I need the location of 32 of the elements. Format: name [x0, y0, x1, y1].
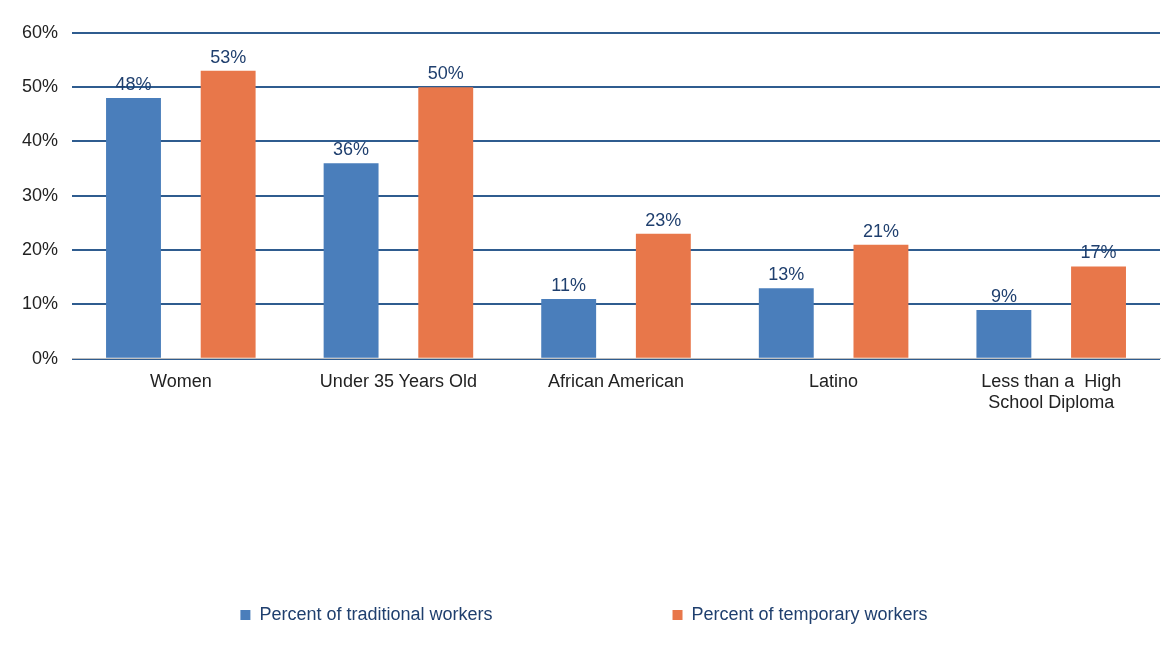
data-label: 21% [862, 220, 899, 241]
bar [200, 70, 256, 358]
data-label: 53% [210, 46, 247, 67]
y-tick-label: 0% [32, 347, 59, 368]
x-tick-label: Latino [809, 370, 859, 391]
y-tick-label: 20% [22, 239, 59, 260]
y-tick-label: 40% [22, 130, 59, 151]
bar [1071, 266, 1126, 358]
bar [106, 98, 161, 358]
x-tick-label: Less than a High School Diploma [981, 370, 1122, 413]
bar [635, 233, 691, 358]
bar [418, 87, 474, 358]
bar [323, 163, 379, 358]
bar [758, 288, 814, 358]
x-tick-label: Women [149, 370, 212, 391]
data-label: 50% [427, 63, 464, 84]
legend-label: Percent of traditional workers [259, 603, 493, 624]
data-label: 9% [990, 285, 1017, 306]
data-label: 23% [645, 209, 682, 230]
bar [541, 299, 597, 358]
x-tick-label: African American [547, 370, 685, 391]
data-label: 36% [333, 139, 370, 160]
data-label: 11% [551, 275, 587, 295]
y-tick-label: 60% [22, 21, 59, 42]
bar [976, 309, 1032, 358]
y-tick-label: 30% [22, 184, 59, 205]
y-tick-label: 50% [22, 76, 59, 97]
y-tick-label: 10% [22, 293, 59, 314]
legend-label: Percent of temporary workers [691, 603, 928, 624]
data-label: 13% [768, 264, 805, 285]
bar [853, 244, 909, 358]
x-tick-label: Under 35 Years Old [319, 370, 477, 391]
